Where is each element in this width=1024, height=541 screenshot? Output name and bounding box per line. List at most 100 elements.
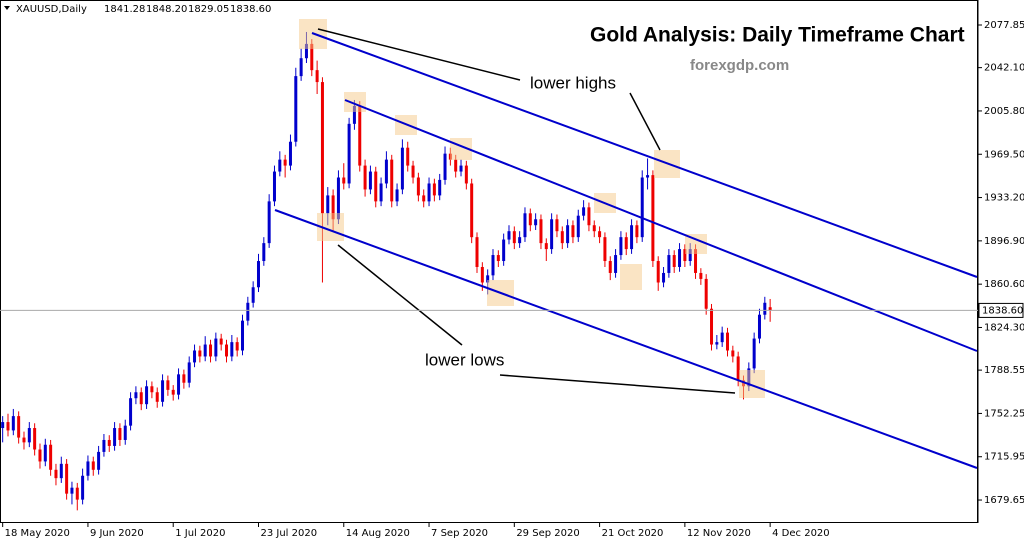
candle-body: [667, 255, 671, 273]
candle-body: [331, 195, 335, 220]
candles: [1, 31, 772, 511]
candle-body: [230, 342, 234, 357]
candle-body: [699, 272, 703, 279]
candle-body: [688, 249, 692, 262]
candle-body: [6, 422, 10, 431]
candle-body: [683, 249, 687, 262]
candle-body: [768, 307, 772, 311]
candle-body: [757, 314, 761, 339]
header-close: 1838.60: [230, 4, 271, 15]
candle-body: [507, 231, 511, 240]
candle-body: [182, 374, 186, 383]
candle-body: [555, 219, 559, 232]
candle-body: [38, 449, 42, 462]
candle-body: [246, 302, 250, 321]
candle-body: [443, 153, 447, 180]
candle-body: [54, 469, 58, 479]
x-tick-label: 4 Dec 2020: [772, 528, 830, 539]
candle-body: [592, 225, 596, 232]
candle-body: [310, 43, 314, 71]
annotation: lower highs: [530, 73, 616, 92]
candle-body: [342, 177, 346, 184]
annotation: lower lows: [425, 350, 504, 369]
candle-body: [406, 147, 410, 166]
candle-body: [582, 207, 586, 216]
candle-body: [27, 428, 31, 443]
candle-body: [49, 444, 53, 470]
candle-body: [145, 386, 149, 405]
y-tick-label: 1933.20: [984, 193, 1024, 204]
y-tick-label: 2077.85: [984, 20, 1024, 31]
candle-body: [704, 278, 708, 309]
x-tick-label: 9 Jun 2020: [90, 528, 144, 539]
candle-body: [496, 255, 500, 262]
y-tick-label: 1896.90: [984, 236, 1024, 247]
candle-body: [752, 338, 756, 369]
trend-lines: [274, 32, 978, 469]
candle-body: [256, 261, 260, 288]
candle-body: [352, 105, 356, 124]
x-tick-label: 23 Jul 2020: [260, 528, 317, 539]
x-tick-label: 21 Oct 2020: [602, 528, 664, 539]
candle-body: [678, 249, 682, 267]
candle-body: [59, 463, 63, 479]
candle-body: [539, 219, 543, 244]
y-tick-label: 1679.65: [984, 495, 1024, 506]
candle-body: [710, 308, 714, 345]
candle-body: [235, 342, 239, 351]
y-tick-label: 1788.55: [984, 365, 1024, 376]
x-tick-label: 29 Sep 2020: [516, 528, 579, 539]
x-tick-label: 1 Jul 2020: [175, 528, 225, 539]
candle-body: [219, 338, 223, 345]
symbol: XAUUSD,Daily: [16, 4, 87, 15]
candle-body: [544, 243, 548, 250]
x-tick-label: 12 Nov 2020: [687, 528, 751, 539]
menu-arrow: [4, 6, 10, 10]
candle-body: [518, 237, 522, 244]
candle-body: [129, 398, 133, 426]
candle-body: [662, 272, 666, 283]
highlight-boxes: [299, 19, 765, 398]
candle-body: [155, 392, 159, 402]
candle-body: [171, 389, 175, 395]
candle-body: [502, 239, 506, 262]
candle-body: [320, 82, 324, 214]
candle-body: [523, 213, 527, 238]
candle-body: [390, 159, 394, 202]
candle-body: [1, 422, 5, 429]
candle-body: [177, 374, 181, 395]
price-box: [978, 302, 1024, 318]
chart-title: Gold Analysis: Daily Timeframe Chart: [590, 24, 965, 47]
candle-body: [363, 165, 367, 190]
candle-body: [608, 261, 612, 273]
candle-body: [70, 487, 74, 494]
candle-body: [411, 165, 415, 178]
candle-body: [209, 344, 213, 357]
plot-frame: [0, 0, 978, 523]
candle-body: [347, 123, 351, 184]
price-label: 1838.60: [982, 305, 1023, 316]
candle-body: [598, 231, 602, 238]
candle-body: [384, 159, 388, 184]
candle-body: [107, 439, 111, 446]
candle-body: [464, 165, 468, 184]
candle-body: [203, 344, 207, 357]
candle-body: [486, 275, 490, 283]
candle-body: [97, 451, 101, 470]
candle-body: [43, 444, 47, 462]
candle-body: [150, 386, 154, 393]
candle-body: [427, 183, 431, 202]
candle-body: [225, 344, 229, 357]
candle-body: [272, 171, 276, 202]
y-tick-label: 1860.60: [984, 279, 1024, 290]
candle-body: [11, 416, 15, 431]
candle-body: [470, 183, 474, 238]
x-tick-label: 7 Sep 2020: [431, 528, 488, 539]
candle-body: [123, 425, 127, 440]
candle-body: [139, 392, 143, 405]
candle-body: [534, 219, 538, 226]
candle-body: [475, 237, 479, 267]
candle-body: [187, 362, 191, 383]
candle-body: [731, 350, 735, 357]
